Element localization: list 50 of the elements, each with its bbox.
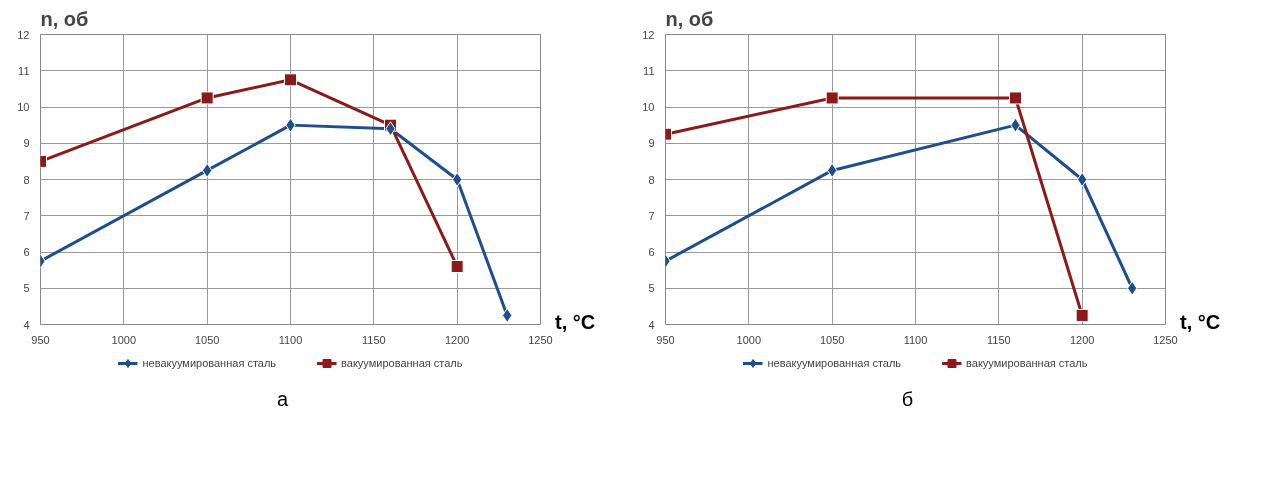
- y-tick-label: 5: [23, 282, 30, 295]
- x-tick-label: 1050: [194, 333, 220, 346]
- y-tick-label: 4: [23, 318, 30, 331]
- point: [1009, 91, 1022, 105]
- legend-label: невакуумированная сталь: [142, 357, 277, 369]
- y-tick-label: 6: [648, 246, 655, 258]
- y-tick-label: 4: [648, 318, 655, 331]
- x-tick-label: 1200: [444, 333, 470, 346]
- legend-label: невакуумированная сталь: [767, 357, 902, 369]
- y-tick-label: 10: [17, 101, 30, 113]
- y-tick-label: 11: [18, 64, 30, 77]
- x-tick-label: 1150: [987, 333, 1011, 346]
- y-axis-title: n, об: [40, 7, 89, 30]
- text: а: [276, 387, 289, 412]
- y-tick-label: 6: [23, 246, 30, 258]
- x-tick-label: 1100: [278, 333, 303, 346]
- x-tick-label: 950: [31, 333, 50, 346]
- point: [1077, 172, 1088, 187]
- x-tick-label: 1050: [819, 333, 845, 346]
- x-tick-label: 1150: [362, 333, 386, 346]
- legend-label: вакуумированная сталь: [341, 357, 463, 369]
- y-tick-label: 8: [23, 173, 30, 186]
- y-tick-label: 12: [642, 28, 655, 41]
- point: [1075, 308, 1089, 322]
- x-tick-label: 1100: [903, 333, 928, 346]
- y-tick-label: 9: [23, 137, 30, 150]
- y-tick-label: 8: [648, 173, 655, 186]
- y-axis-title: n, об: [665, 7, 714, 30]
- point: [452, 172, 463, 187]
- x-tick-label: 1200: [1069, 333, 1095, 346]
- y-tick-label: 5: [648, 282, 655, 295]
- y-tick-label: 11: [643, 64, 655, 77]
- x-tick-label: 1000: [111, 333, 137, 346]
- x-tick-label: 1000: [736, 333, 762, 346]
- point: [450, 260, 464, 273]
- y-tick-label: 7: [648, 209, 655, 222]
- legend-label: вакуумированная сталь: [966, 357, 1088, 369]
- y-tick-label: 7: [23, 209, 30, 222]
- point: [284, 73, 297, 87]
- y-tick-label: 10: [642, 101, 655, 113]
- y-tick-label: 12: [17, 28, 30, 41]
- x-axis-title: t, °C: [1180, 310, 1221, 335]
- text: б: [901, 387, 914, 412]
- point: [825, 91, 839, 105]
- x-tick-label: 1250: [1153, 333, 1178, 346]
- point: [200, 91, 214, 105]
- x-tick-label: 1250: [528, 333, 553, 346]
- x-axis-title: t, °C: [555, 310, 596, 335]
- x-tick-label: 950: [656, 333, 675, 346]
- y-tick-label: 9: [648, 137, 655, 150]
